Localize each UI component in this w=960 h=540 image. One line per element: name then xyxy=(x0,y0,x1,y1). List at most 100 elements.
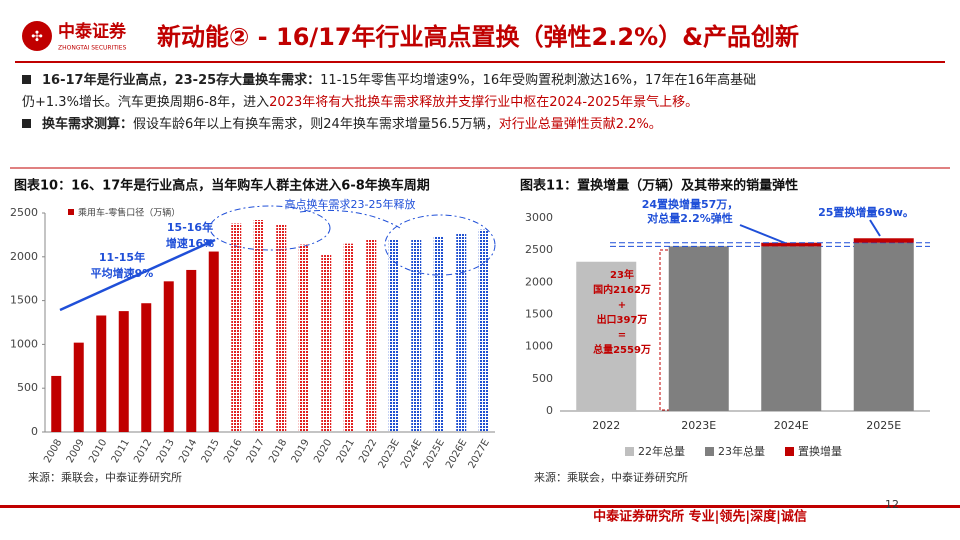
arrow-head xyxy=(205,239,215,247)
x-tick-label: 2018 xyxy=(267,438,289,466)
bar xyxy=(388,239,399,432)
bar xyxy=(433,236,444,432)
bracket xyxy=(659,249,671,411)
annotation: 15-16年 xyxy=(167,220,213,234)
annotation: = xyxy=(618,330,626,341)
bar xyxy=(208,251,219,432)
x-tick-label: 2013 xyxy=(155,438,177,466)
y-tick-label: 1000 xyxy=(525,340,553,353)
slide-title: 新动能② - 16/17年行业高点置换（弹性2.2%）&产品创新 xyxy=(157,23,799,51)
annotation: 对总量2.2%弹性 xyxy=(647,211,733,225)
x-tick-label: 2012 xyxy=(132,438,154,466)
x-tick-label: 2027E xyxy=(467,438,492,471)
bar-segment xyxy=(853,242,914,411)
legend-swatch xyxy=(68,209,74,215)
highlight-ellipse xyxy=(209,205,331,251)
trend-arrow xyxy=(59,238,216,312)
bullet-mark xyxy=(22,119,31,128)
bar xyxy=(231,223,242,432)
x-tick-label: 2023E xyxy=(681,419,716,432)
x-tick-label: 2011 xyxy=(110,438,132,466)
logo-icon xyxy=(22,21,52,51)
y-tick-label: 2500 xyxy=(525,243,553,256)
highlight-ellipse xyxy=(384,214,496,276)
text-run: 16-17年是行业高点，23-25存大量换车需求： xyxy=(42,72,320,88)
x-tick-label: 2022 xyxy=(357,438,379,466)
bullet-text: 仍+1.3%增长。汽车更换周期6-8年，进入2023年将有大批换车需求释放并支撑… xyxy=(22,94,698,110)
bar xyxy=(73,342,84,432)
x-tick-label: 2020 xyxy=(312,438,334,466)
bar-segment xyxy=(668,246,729,411)
source-note: 来源：乘联会，中泰证券研究所 xyxy=(28,470,182,484)
bar-segment xyxy=(761,246,822,411)
annotation: 平均增速9% xyxy=(91,266,154,280)
y-tick-label: 0 xyxy=(31,425,38,438)
bar-segment xyxy=(576,261,637,411)
logo-en: ZHONGTAI SECURITIES xyxy=(58,45,127,52)
bar xyxy=(411,239,422,432)
page-number: 12 xyxy=(885,498,899,511)
bullet-text: 换车需求测算：假设车龄6年以上有换车需求，则24年换车需求增量56.5万辆，对行… xyxy=(42,116,662,132)
legend-swatch xyxy=(625,447,634,456)
bar xyxy=(118,311,129,432)
bar-segment xyxy=(853,238,914,243)
footer-text: 中泰证券研究所 专业|领先|深度|诚信 xyxy=(593,509,807,525)
legend-swatch xyxy=(705,447,714,456)
legend-swatch xyxy=(785,447,794,456)
bar xyxy=(298,244,309,432)
source-note: 来源：乘联会，中泰证券研究所 xyxy=(534,470,688,484)
legend-label: 22年总量 xyxy=(638,444,685,458)
bar xyxy=(456,234,467,432)
bar xyxy=(478,229,489,432)
annotation: 11-15年 xyxy=(99,250,145,264)
legend-label: 乘用车-零售口径（万辆） xyxy=(78,207,180,219)
y-tick-label: 3000 xyxy=(525,211,553,224)
bar xyxy=(96,315,107,432)
annotation: 24置换增量57万， xyxy=(642,197,739,211)
x-tick-label: 2008 xyxy=(42,438,64,466)
footer-rule xyxy=(0,505,960,508)
annotation: 高点换车需求23-25年释放 xyxy=(285,197,416,211)
x-tick-label: 2021 xyxy=(335,438,357,466)
x-tick-label: 2019 xyxy=(290,438,312,466)
bullet-text: 16-17年是行业高点，23-25存大量换车需求：11-15年零售平均增速9%，… xyxy=(42,72,756,88)
x-tick-label: 2009 xyxy=(65,438,87,466)
bar xyxy=(366,239,377,432)
logo-mark: ✣ xyxy=(31,29,43,45)
x-tick-label: 2016 xyxy=(222,438,244,466)
text-run: 对行业总量弹性贡献2.2%。 xyxy=(499,117,662,132)
y-tick-label: 1500 xyxy=(10,294,38,307)
bullet-mark xyxy=(22,75,31,84)
annotation: 23年 xyxy=(610,268,634,281)
logo-text: 中泰证券 xyxy=(58,21,127,42)
annotation: + xyxy=(618,300,626,311)
bar xyxy=(186,269,197,432)
bar xyxy=(51,375,62,432)
y-tick-label: 500 xyxy=(532,372,553,385)
legend-label: 置换增量 xyxy=(798,444,842,458)
y-tick-label: 0 xyxy=(546,404,553,417)
bar xyxy=(163,281,174,432)
callout-arrow xyxy=(869,219,881,237)
callout-arrow xyxy=(739,224,786,244)
annotation: 增速16% xyxy=(166,236,214,250)
x-tick-label: 2015 xyxy=(200,438,222,466)
connector xyxy=(299,209,401,229)
annotation: 25置换增量69w。 xyxy=(818,205,914,219)
y-tick-label: 500 xyxy=(17,381,38,394)
x-tick-label: 2010 xyxy=(87,438,109,466)
y-tick-label: 2500 xyxy=(10,206,38,219)
annotation: 出口397万 xyxy=(597,313,648,326)
legend-label: 23年总量 xyxy=(718,444,765,458)
y-tick-label: 1500 xyxy=(525,308,553,321)
bar-segment xyxy=(761,242,822,247)
bar xyxy=(253,220,264,432)
x-tick-label: 2014 xyxy=(177,438,199,466)
annotation: 总量2559万 xyxy=(593,343,651,356)
x-tick-label: 2017 xyxy=(245,438,267,466)
y-tick-label: 1000 xyxy=(10,337,38,350)
chart-title: 图表11：置换增量（万辆）及其带来的销量弹性 xyxy=(520,178,798,194)
y-tick-label: 2000 xyxy=(525,275,553,288)
bar xyxy=(276,224,287,432)
